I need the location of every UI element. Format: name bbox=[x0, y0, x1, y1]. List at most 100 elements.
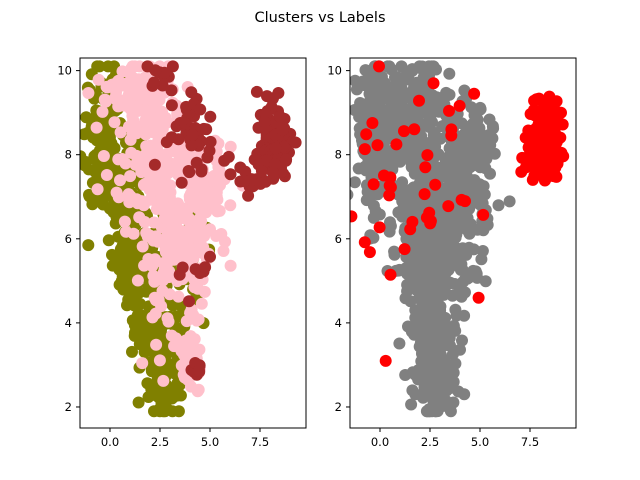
scatter-point bbox=[189, 198, 202, 211]
scatter-point bbox=[138, 346, 151, 358]
left-axes-frame bbox=[79, 57, 307, 429]
scatter-point bbox=[453, 99, 466, 112]
scatter-point bbox=[389, 71, 401, 84]
scatter-point bbox=[475, 253, 488, 266]
scatter-point bbox=[384, 268, 397, 281]
scatter-point bbox=[398, 125, 410, 138]
scatter-point bbox=[148, 120, 161, 133]
scatter-point bbox=[463, 241, 476, 254]
scatter-point bbox=[442, 200, 455, 213]
scatter-point bbox=[384, 81, 397, 94]
scatter-point bbox=[438, 354, 451, 367]
scatter-point bbox=[147, 269, 160, 282]
scatter-point bbox=[533, 108, 546, 121]
scatter-point bbox=[418, 326, 431, 339]
scatter-point bbox=[358, 236, 371, 249]
scatter-point bbox=[97, 198, 110, 211]
scatter-point bbox=[437, 239, 450, 252]
scatter-point bbox=[127, 227, 140, 240]
scatter-point bbox=[138, 259, 151, 272]
scatter-point bbox=[473, 122, 486, 135]
scatter-point bbox=[254, 177, 267, 190]
scatter-point bbox=[140, 178, 153, 191]
scatter-point bbox=[367, 178, 380, 191]
scatter-point bbox=[195, 165, 208, 178]
scatter-point bbox=[413, 94, 425, 107]
left-x-tick-label: 2.5 bbox=[151, 435, 169, 449]
scatter-point bbox=[445, 250, 458, 263]
right-y-tick-label: 10 bbox=[327, 64, 342, 78]
scatter-point bbox=[434, 300, 447, 313]
scatter-point bbox=[124, 133, 137, 146]
scatter-point bbox=[144, 193, 157, 206]
scatter-point bbox=[107, 206, 120, 219]
scatter-point bbox=[184, 306, 197, 319]
scatter-point bbox=[372, 125, 385, 138]
scatter-point bbox=[444, 148, 457, 161]
scatter-point bbox=[169, 332, 182, 345]
right-ticks-layer: 0.0 2.5 5.0 7.5 2 4 6 8 10 bbox=[327, 64, 539, 449]
scatter-point bbox=[426, 270, 439, 283]
scatter-point bbox=[363, 74, 376, 87]
scatter-point bbox=[96, 105, 109, 118]
scatter-point bbox=[416, 233, 428, 246]
scatter-point bbox=[528, 94, 541, 107]
scatter-point bbox=[159, 111, 172, 124]
scatter-point bbox=[97, 150, 110, 162]
scatter-point bbox=[459, 127, 472, 140]
scatter-point bbox=[165, 131, 178, 144]
scatter-point bbox=[217, 245, 230, 257]
scatter-point bbox=[428, 92, 441, 105]
scatter-point bbox=[526, 127, 539, 140]
scatter-point bbox=[137, 154, 150, 167]
scatter-point bbox=[366, 117, 379, 129]
scatter-point bbox=[447, 396, 460, 409]
scatter-point bbox=[91, 60, 104, 73]
scatter-point bbox=[224, 140, 237, 153]
scatter-point bbox=[110, 186, 123, 199]
scatter-point bbox=[123, 196, 136, 209]
scatter-point bbox=[211, 205, 224, 218]
scatter-point bbox=[222, 150, 235, 163]
scatter-point bbox=[363, 246, 376, 259]
scatter-point bbox=[143, 229, 156, 242]
scatter-point bbox=[403, 87, 415, 100]
scatter-point bbox=[116, 153, 129, 165]
scatter-point bbox=[456, 334, 468, 347]
scatter-point bbox=[390, 138, 403, 151]
scatter-point bbox=[148, 158, 161, 171]
scatter-point bbox=[109, 217, 122, 230]
scatter-point bbox=[172, 405, 185, 418]
scatter-point bbox=[204, 135, 217, 148]
left-y-tick-label: 8 bbox=[65, 148, 72, 162]
scatter-point bbox=[454, 343, 466, 356]
scatter-point bbox=[450, 228, 463, 241]
scatter-point bbox=[427, 316, 440, 329]
scatter-point bbox=[280, 153, 293, 166]
scatter-point bbox=[123, 120, 135, 133]
scatter-point bbox=[199, 261, 212, 274]
scatter-point bbox=[182, 224, 195, 237]
scatter-point bbox=[350, 210, 358, 223]
scatter-point bbox=[164, 268, 177, 281]
right-x-tick-label: 2.5 bbox=[421, 435, 439, 449]
scatter-point bbox=[149, 95, 162, 107]
scatter-point bbox=[411, 111, 424, 124]
scatter-point bbox=[122, 250, 135, 263]
scatter-point bbox=[429, 178, 442, 191]
scatter-point bbox=[484, 167, 496, 180]
scatter-point bbox=[162, 246, 174, 259]
scatter-point bbox=[404, 223, 417, 236]
scatter-point bbox=[83, 190, 96, 203]
scatter-point bbox=[136, 240, 149, 253]
scatter-point bbox=[388, 245, 401, 258]
scatter-point bbox=[142, 391, 155, 403]
right-x-tick-label: 7.5 bbox=[521, 435, 539, 449]
scatter-point bbox=[360, 128, 373, 141]
scatter-point bbox=[450, 309, 463, 322]
scatter-point bbox=[204, 250, 216, 263]
scatter-point bbox=[224, 199, 237, 212]
scatter-point bbox=[162, 315, 175, 328]
scatter-point bbox=[178, 206, 191, 219]
